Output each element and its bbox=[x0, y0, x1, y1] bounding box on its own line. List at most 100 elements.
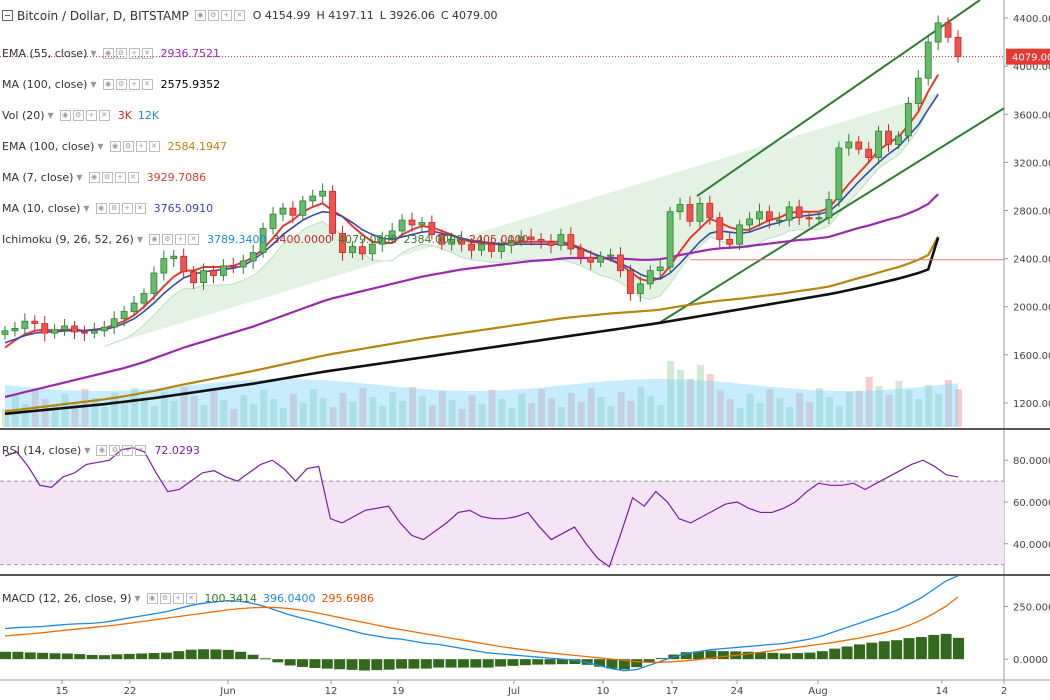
volume-bar bbox=[667, 361, 675, 427]
volume-bar bbox=[71, 403, 79, 427]
volume-bar bbox=[945, 380, 953, 427]
indicator-row: EMA (100, close) ▼ ◉ ⚙ + ✕ 2584.1947 bbox=[2, 139, 233, 154]
y-tick-label: 1200.00 bbox=[1013, 399, 1050, 410]
candle-body bbox=[21, 320, 29, 329]
macd-histogram-bar bbox=[86, 654, 98, 660]
candle-body bbox=[11, 327, 19, 332]
volume-bar bbox=[418, 396, 426, 427]
volume-bar bbox=[41, 399, 49, 427]
volume-bar bbox=[935, 394, 943, 427]
chevron-down-icon[interactable]: ▼ bbox=[134, 594, 141, 603]
macd-histogram-bar bbox=[742, 651, 754, 660]
y-tick-label: 4400.00 bbox=[1013, 14, 1050, 25]
chevron-down-icon[interactable]: ▼ bbox=[97, 142, 104, 151]
x-tick-label: 22 bbox=[124, 686, 137, 697]
y-tick-label: 0.0000 bbox=[1013, 655, 1048, 666]
volume-bar bbox=[577, 402, 585, 427]
volume-bar bbox=[210, 391, 218, 427]
chevron-down-icon[interactable]: ▼ bbox=[47, 111, 54, 120]
volume-bar bbox=[478, 404, 486, 427]
x-tick-label: 15 bbox=[56, 686, 69, 697]
candle-body bbox=[378, 237, 386, 245]
indicator-controls[interactable]: ◉ ⚙ + ✕ bbox=[95, 203, 148, 214]
candle-body bbox=[736, 224, 744, 245]
collapse-icon[interactable] bbox=[2, 10, 13, 21]
macd-histogram-bar bbox=[779, 653, 791, 660]
title-controls[interactable]: ◉ ⚙ + ✕ bbox=[194, 10, 247, 21]
macd-histogram-bar bbox=[841, 646, 853, 660]
candle-body bbox=[527, 236, 535, 240]
macd-histogram-bar bbox=[903, 638, 915, 660]
candle-body bbox=[71, 325, 78, 333]
candle-body bbox=[805, 217, 813, 220]
indicator-controls[interactable]: ◉ ⚙ + ✕ bbox=[148, 234, 201, 245]
chevron-down-icon[interactable]: ▼ bbox=[136, 235, 143, 244]
candle-body bbox=[170, 255, 178, 260]
ohlc-low: L 3926.06 bbox=[379, 9, 435, 22]
candle-body bbox=[587, 257, 595, 263]
x-tick-label: 12 bbox=[325, 686, 338, 697]
macd-controls[interactable]: ◉ ⚙ + ✕ bbox=[146, 593, 199, 604]
candle-body bbox=[835, 147, 843, 201]
indicator-label: Vol (20) bbox=[2, 109, 45, 122]
indicator-label: EMA (55, close) bbox=[2, 47, 88, 60]
volume-bar bbox=[260, 390, 268, 427]
macd-histogram-bar bbox=[717, 651, 729, 660]
chevron-down-icon[interactable]: ▼ bbox=[76, 173, 83, 182]
indicator-controls[interactable]: ◉ ⚙ + ✕ bbox=[102, 79, 155, 90]
volume-bar bbox=[905, 390, 913, 427]
indicator-row: Vol (20) ▼ ◉ ⚙ + ✕ 3K 12K bbox=[2, 108, 165, 123]
indicator-controls[interactable]: ◉ ⚙ + ✕ bbox=[88, 172, 141, 183]
indicator-label: MA (7, close) bbox=[2, 171, 74, 184]
macd-histogram-bar bbox=[198, 649, 210, 660]
candle-body bbox=[815, 217, 823, 220]
indicator-value: 2584.1947 bbox=[167, 140, 228, 153]
candle-body bbox=[478, 243, 485, 251]
chevron-down-icon[interactable]: ▼ bbox=[90, 80, 97, 89]
candle-body bbox=[81, 331, 88, 334]
chevron-down-icon[interactable]: ▼ bbox=[90, 49, 97, 58]
candle-body bbox=[825, 199, 833, 219]
candle-body bbox=[1, 330, 9, 335]
last-price-label: 4079.00 bbox=[1012, 53, 1050, 64]
volume-bar bbox=[91, 398, 99, 427]
candle-body bbox=[507, 240, 515, 246]
macd-histogram-bar bbox=[123, 653, 135, 660]
volume-bar bbox=[220, 400, 228, 427]
y-tick-label: 2400.00 bbox=[1013, 255, 1050, 266]
channel-upper-line bbox=[696, 0, 981, 197]
candle-body bbox=[279, 207, 287, 215]
macd-histogram-bar bbox=[346, 659, 358, 670]
volume-bar bbox=[885, 395, 893, 427]
x-tick-label: 10 bbox=[597, 686, 610, 697]
volume-bar bbox=[865, 377, 873, 427]
x-tick-label: Jul bbox=[507, 686, 520, 697]
candle-body bbox=[448, 238, 456, 245]
volume-bar bbox=[289, 394, 297, 427]
indicator-value: 3789.3400 bbox=[206, 233, 267, 246]
volume-bar bbox=[746, 394, 754, 427]
candle-body bbox=[656, 266, 664, 272]
chevron-down-icon[interactable]: ▼ bbox=[83, 204, 90, 213]
indicator-value: 3K bbox=[117, 109, 132, 122]
candle-body bbox=[547, 241, 555, 246]
candle-body bbox=[617, 254, 624, 272]
rsi-controls[interactable]: ◉ ⚙ + ✕ bbox=[96, 445, 148, 456]
candle-body bbox=[944, 22, 952, 38]
indicator-controls[interactable]: ◉ ⚙ + ✕ bbox=[109, 141, 162, 152]
volume-bar bbox=[369, 397, 377, 427]
candle-body bbox=[597, 255, 605, 263]
candle-body bbox=[299, 200, 307, 216]
candle-body bbox=[418, 222, 426, 226]
x-tick-label: 19 bbox=[392, 686, 405, 697]
volume-bar bbox=[468, 395, 476, 427]
macd-histogram-bar bbox=[321, 659, 333, 669]
indicator-controls[interactable]: ◉ ⚙ + ✕ bbox=[59, 110, 112, 121]
macd-value: 396.0400 bbox=[263, 592, 316, 605]
candle-body bbox=[954, 36, 962, 58]
volume-bar bbox=[299, 403, 307, 427]
indicator-controls[interactable]: ◉ ⚙ + ✕ bbox=[102, 48, 155, 59]
chevron-down-icon[interactable]: ▼ bbox=[84, 446, 91, 455]
candle-body bbox=[160, 258, 168, 274]
